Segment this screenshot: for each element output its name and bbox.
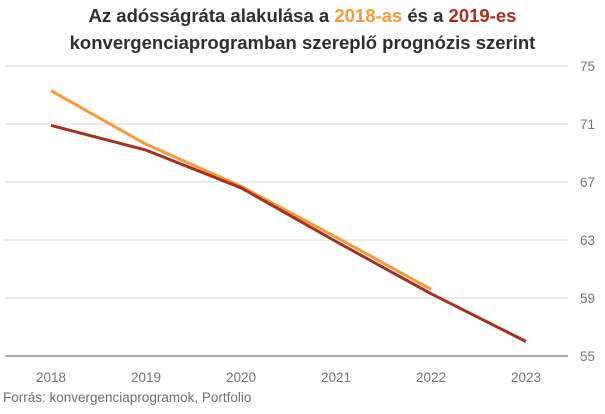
x-axis-tick-labels: 2018 2019 2020 2021 2022 2023 xyxy=(36,370,541,385)
y-axis-tick-labels: 75 71 67 63 59 55 xyxy=(580,59,595,364)
chart-title: Az adósságráta alakulása a 2018-as és a … xyxy=(0,2,605,56)
x-tick-label: 2023 xyxy=(511,370,541,385)
title-text-1: Az adósságráta alakulása a xyxy=(88,5,335,26)
y-tick-label: 71 xyxy=(580,117,595,132)
y-tick-label: 63 xyxy=(580,233,595,248)
x-tick-label: 2020 xyxy=(226,370,256,385)
title-text-line2: konvergenciaprogramban szereplő prognózi… xyxy=(69,32,536,53)
title-text-2: és a xyxy=(402,5,449,26)
y-tick-label: 59 xyxy=(580,291,595,306)
x-tick-label: 2021 xyxy=(321,370,351,385)
x-tick-label: 2022 xyxy=(416,370,446,385)
title-highlight-2019: 2019-es xyxy=(448,5,517,26)
x-tick-label: 2018 xyxy=(36,370,66,385)
series-lines xyxy=(50,89,527,343)
y-tick-label: 55 xyxy=(580,349,595,364)
series-line-2018-as xyxy=(50,89,432,291)
y-tick-label: 67 xyxy=(580,175,595,190)
source-note: Forrás: konvergenciaprogramok, Portfolio xyxy=(3,390,252,405)
title-highlight-2018: 2018-as xyxy=(334,5,403,26)
y-tick-label: 75 xyxy=(580,59,595,74)
gridlines xyxy=(5,65,568,357)
x-tick-label: 2019 xyxy=(131,370,161,385)
series-line-2019-es xyxy=(50,123,527,343)
